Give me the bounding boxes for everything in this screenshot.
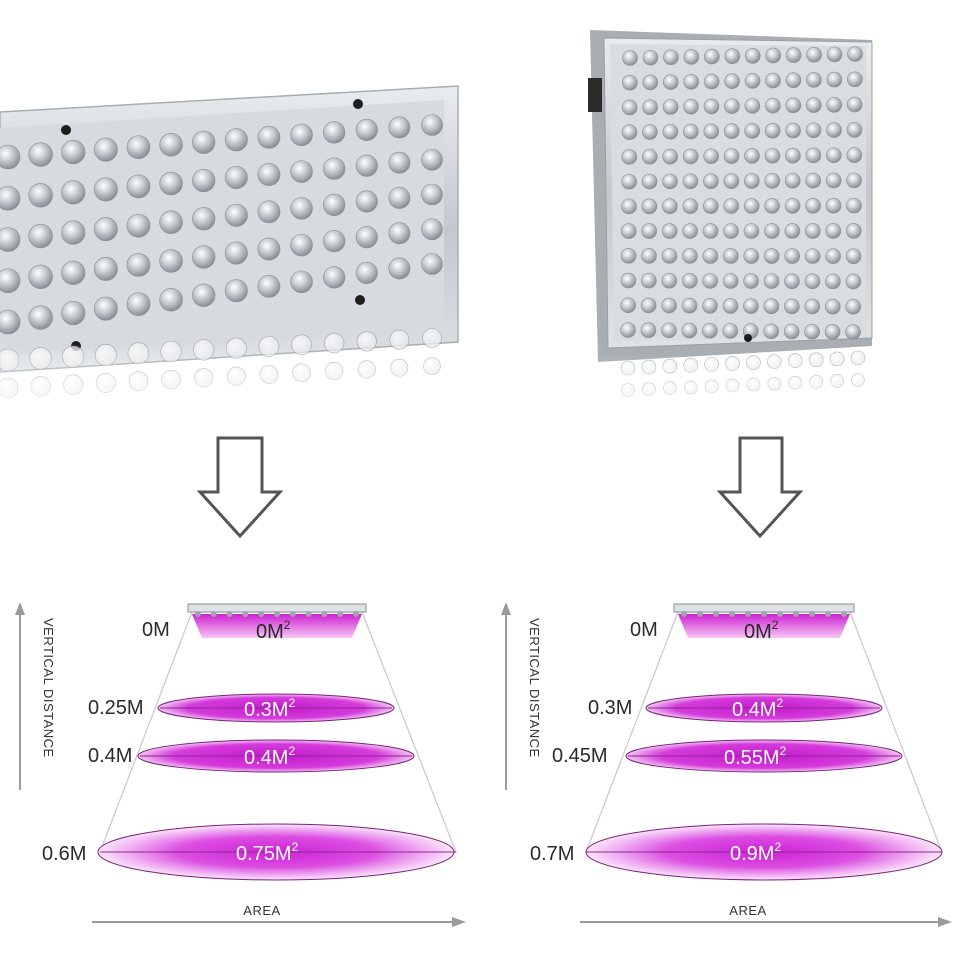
area-label: 0M2: [744, 618, 779, 643]
led-panel-image-left: [0, 85, 470, 435]
height-label: 0.45M: [552, 745, 608, 767]
coverage-diagram-left: VERTICAL DISTANCE AREA 0M 0.25M 0.4M 0.6…: [15, 602, 466, 927]
height-label: 0M: [142, 619, 170, 641]
axis-arrowhead-icon: [15, 602, 25, 615]
led-panel-image-right: [588, 30, 886, 445]
height-label: 0.25M: [88, 697, 144, 719]
height-label: 0.4M: [88, 745, 132, 767]
vertical-axis-label: VERTICAL DISTANCE: [527, 618, 542, 758]
height-label: 0.3M: [588, 697, 632, 719]
axis-arrowhead-icon: [501, 602, 511, 615]
area-label: 0.3M2: [244, 696, 295, 721]
area-label: 0.9M2: [730, 840, 781, 865]
area-label: 0.55M2: [724, 744, 787, 769]
down-arrow-icon: [716, 436, 804, 539]
area-label: 0.4M2: [732, 696, 783, 721]
horizontal-axis-label: AREA: [729, 903, 766, 918]
height-label: 0.7M: [530, 843, 574, 865]
coverage-diagram-right: VERTICAL DISTANCE AREA 0M 0.3M 0.45M 0.7…: [501, 602, 952, 927]
axis-arrowhead-icon: [452, 917, 466, 927]
axis-arrowhead-icon: [938, 917, 952, 927]
area-label: 0.75M2: [236, 840, 299, 865]
height-label: 0.6M: [42, 843, 86, 865]
down-arrow-icon: [196, 436, 284, 539]
area-label: 0.4M2: [244, 744, 295, 769]
area-label: 0M2: [256, 618, 291, 643]
height-label: 0M: [630, 619, 658, 641]
horizontal-axis-label: AREA: [243, 903, 280, 918]
vertical-axis-label: VERTICAL DISTANCE: [41, 618, 56, 758]
